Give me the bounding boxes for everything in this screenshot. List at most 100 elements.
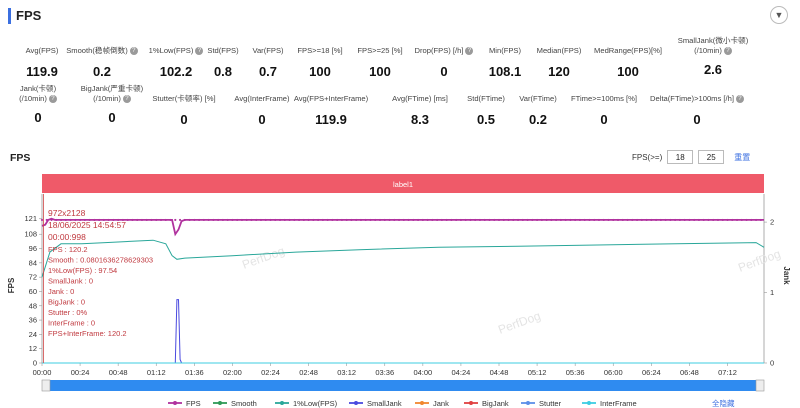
metric-value: 119.9 [26, 64, 58, 79]
metric-16: Avg(FPS+InterFrame) 119.9 [271, 94, 391, 128]
tooltip-line: FPS : 120.2 [48, 245, 88, 254]
fps-point [364, 218, 367, 222]
metric-17: Avg(FTime) [ms] 8.3 [360, 94, 480, 128]
fps-point [526, 218, 529, 222]
legend-item[interactable]: BigJank [482, 399, 509, 408]
metric-8: Min(FPS) 108.1 [445, 46, 565, 80]
fps-point [283, 218, 286, 222]
metric-value: 100 [309, 64, 331, 79]
metric-label: Std(FTime) [467, 94, 505, 103]
x-tick-label: 00:24 [71, 368, 90, 377]
legend-marker[interactable] [469, 401, 473, 405]
scrollbar-left-handle[interactable] [41, 379, 51, 392]
fps-range-min-input[interactable] [667, 150, 694, 164]
watermark: PerfDog [736, 247, 782, 275]
legend-marker[interactable] [173, 401, 177, 405]
metric-value: 108.1 [488, 64, 522, 79]
scrollbar-right-handle[interactable] [755, 379, 765, 392]
fps-point [169, 218, 172, 222]
metric-14: Stutter(卡顿率) [%] 0 [124, 94, 244, 128]
metric-value: 2.6 [703, 62, 723, 77]
legend-marker[interactable] [218, 401, 222, 405]
panel-header: FPS ▼ [0, 0, 800, 32]
help-icon[interactable]: ? [195, 47, 204, 55]
metric-15: Avg(InterFrame) 0 [202, 94, 322, 128]
x-tick-label: 04:00 [413, 368, 432, 377]
fps-point [302, 218, 305, 222]
fps-point [626, 218, 629, 222]
fps-point [293, 218, 296, 222]
fps-point [583, 218, 586, 222]
fps-point [226, 218, 229, 222]
legend-marker[interactable] [587, 401, 591, 405]
metric-value: 0 [258, 112, 266, 127]
y-axis-label: FPS [7, 277, 16, 293]
fps-range-max-input[interactable] [698, 150, 725, 164]
fps-point [345, 218, 348, 222]
fps-point [664, 218, 667, 222]
fps-point [378, 218, 382, 222]
help-icon[interactable]: ? [48, 95, 57, 103]
legend-marker[interactable] [526, 401, 530, 405]
help-icon[interactable]: ? [129, 47, 138, 55]
fps-point [40, 218, 44, 222]
legend-marker[interactable] [354, 401, 358, 405]
range-scrollbar[interactable] [42, 380, 764, 391]
collapse-button[interactable]: ▼ [770, 6, 788, 24]
hide-all-link[interactable]: 全隐藏 [712, 398, 735, 408]
y-tick-label: 108 [24, 230, 37, 239]
metric-label: Avg(FTime) [ms] [392, 94, 448, 103]
legend-item[interactable]: SmallJank [367, 399, 402, 408]
fps-point [531, 218, 534, 222]
y-tick-label: 121 [24, 214, 37, 223]
fps-point [493, 218, 496, 222]
metric-label: BigJank(严重卡顿) (/10min)? [80, 84, 144, 103]
fps-point [535, 218, 539, 222]
fps-point [317, 218, 320, 222]
fps-point [674, 218, 677, 222]
fps-chart[interactable]: label101224364860728496108121FPS012Jank0… [0, 164, 800, 408]
metric-label: Var(FPS) [252, 46, 284, 55]
legend-item[interactable]: Jank [433, 399, 449, 408]
help-icon[interactable]: ? [465, 47, 474, 55]
x-tick-label: 02:00 [223, 368, 242, 377]
x-tick-label: 06:00 [604, 368, 623, 377]
metric-label: FTime>=100ms [%] [571, 94, 637, 103]
legend-item[interactable]: 1%Low(FPS) [293, 399, 338, 408]
fps-point [350, 218, 353, 222]
legend-item[interactable]: Smooth [231, 399, 257, 408]
help-icon[interactable]: ? [122, 95, 131, 103]
legend-item[interactable]: InterFrame [600, 399, 637, 408]
help-icon[interactable]: ? [723, 47, 732, 55]
fps-point [716, 218, 720, 222]
y2-tick-label: 0 [770, 359, 774, 368]
legend-marker[interactable] [420, 401, 424, 405]
x-tick-label: 05:36 [566, 368, 585, 377]
fps-point [754, 218, 758, 222]
fps-point [274, 218, 277, 222]
legend-marker[interactable] [280, 401, 284, 405]
x-tick-label: 04:24 [452, 368, 471, 377]
fps-point [126, 218, 129, 222]
fps-point [359, 218, 363, 222]
fps-point [602, 218, 605, 222]
fps-point [516, 218, 520, 222]
metric-value: 100 [617, 64, 639, 79]
fps-point [178, 218, 182, 222]
fps-point [69, 218, 72, 222]
watermark: PerfDog [240, 244, 286, 272]
fps-point [255, 218, 258, 222]
fps-point [121, 218, 125, 222]
y-tick-label: 12 [29, 344, 37, 353]
fps-point [388, 218, 391, 222]
help-icon[interactable]: ? [735, 95, 744, 103]
legend-item[interactable]: Stutter [539, 399, 562, 408]
metric-value: 0 [180, 112, 188, 127]
fps-point [155, 218, 158, 222]
fps-point [326, 218, 329, 222]
legend-item[interactable]: FPS [186, 399, 201, 408]
fps-point [588, 218, 591, 222]
fps-point [654, 218, 658, 222]
reset-link[interactable]: 重置 [734, 152, 751, 162]
fps-point [512, 218, 515, 222]
